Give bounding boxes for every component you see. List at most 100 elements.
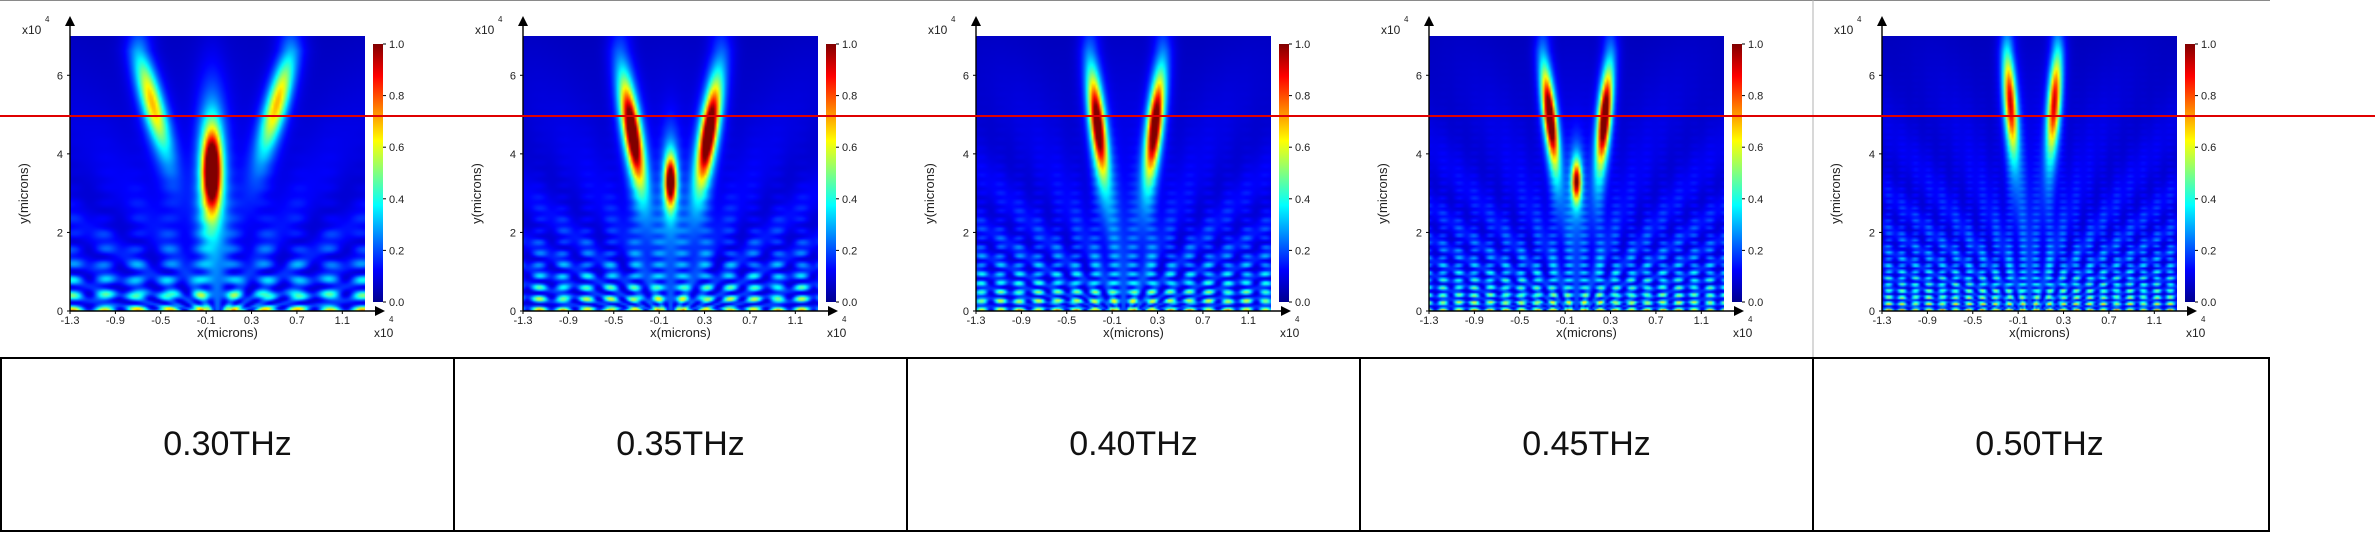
heatmap-image (1882, 36, 2177, 311)
heatmap-svg: -1.3 -0.9 -0.5 -0.1 0.3 0.7 1.1 0 2 4 6 x(microns) y… (469, 15, 857, 340)
colorbar-tick-label: 1.0 (1748, 39, 1763, 51)
frequency-caption: 0.35THz (616, 425, 745, 463)
heatmap-panel: -1.3 -0.9 -0.5 -0.1 0.3 0.7 1.1 0 2 4 6 x(microns) y… (453, 0, 906, 357)
x-tick-label: 0.7 (742, 315, 757, 327)
x-tick-label: -1.3 (967, 315, 986, 327)
top-border (0, 0, 2270, 1)
x-tick-label: -0.1 (2009, 315, 2028, 327)
colorbar (2185, 44, 2195, 302)
y-tick-label: 2 (510, 227, 516, 239)
colorbar-tick-label: 0.8 (389, 91, 404, 103)
caption-cell: 0.50THz (1812, 359, 2265, 530)
y-tick-label: 4 (510, 149, 516, 161)
y-tick-label: 4 (1869, 149, 1875, 161)
frequency-caption: 0.45THz (1522, 425, 1651, 463)
y-exponent-label: x10 (22, 23, 42, 37)
y-exponent-power: 4 (45, 15, 50, 24)
x-tick-label: -0.1 (1556, 315, 1575, 327)
y-axis-arrow (971, 16, 981, 26)
x-axis-label: x(microns) (197, 325, 258, 340)
x-tick-label: -1.3 (1873, 315, 1892, 327)
y-tick-label: 6 (1416, 70, 1422, 82)
y-axis-label: y(microns) (1828, 163, 1843, 224)
x-tick-label: -0.9 (1012, 315, 1031, 327)
x-tick-label: 1.1 (2147, 315, 2162, 327)
x-axis-arrow (2187, 306, 2197, 316)
x-tick-label: -1.3 (1420, 315, 1439, 327)
heatmap-image (523, 36, 818, 311)
y-tick-label: 0 (1869, 306, 1875, 318)
y-axis-arrow (65, 16, 75, 26)
y-tick-label: 2 (1416, 227, 1422, 239)
x-tick-label: 0.7 (2101, 315, 2116, 327)
x-exponent-power: 4 (842, 315, 847, 324)
x-tick-label: 0.3 (1150, 315, 1165, 327)
colorbar (1732, 44, 1742, 302)
heatmap-panel: -1.3 -0.9 -0.5 -0.1 0.3 0.7 1.1 0 2 4 6 x(microns) y… (1812, 0, 2265, 357)
y-axis-label: y(microns) (16, 163, 31, 224)
colorbar-tick-label: 0.0 (389, 297, 404, 309)
x-tick-label: 0.3 (1603, 315, 1618, 327)
colorbar-tick-label: 0.8 (2201, 91, 2216, 103)
colorbar-tick-label: 0.6 (1748, 142, 1763, 154)
colorbar-tick-label: 0.2 (389, 245, 404, 257)
y-exponent-label: x10 (1381, 23, 1401, 37)
y-exponent-power: 4 (951, 15, 956, 24)
y-exponent-power: 4 (498, 15, 503, 24)
heatmap-panel: -1.3 -0.9 -0.5 -0.1 0.3 0.7 1.1 0 2 4 6 x(microns) y… (0, 0, 453, 357)
x-tick-label: -0.1 (650, 315, 669, 327)
x-axis-arrow (1281, 306, 1291, 316)
x-exponent-label: x10 (827, 326, 847, 340)
colorbar-tick-label: 0.0 (1295, 297, 1310, 309)
y-tick-label: 0 (963, 306, 969, 318)
x-exponent-power: 4 (389, 315, 394, 324)
x-tick-label: -0.1 (1103, 315, 1122, 327)
caption-cell: 0.40THz (906, 359, 1359, 530)
y-tick-label: 6 (510, 70, 516, 82)
x-axis-label: x(microns) (650, 325, 711, 340)
y-tick-label: 4 (1416, 149, 1422, 161)
caption-row-right-border (2268, 357, 2270, 532)
y-tick-label: 2 (1869, 227, 1875, 239)
colorbar-tick-label: 0.4 (2201, 194, 2216, 206)
colorbar-tick-label: 1.0 (842, 39, 857, 51)
y-axis-arrow (1424, 16, 1434, 26)
x-tick-label: 1.1 (1694, 315, 1709, 327)
x-axis-label: x(microns) (1556, 325, 1617, 340)
heatmap-image (70, 36, 365, 311)
x-tick-label: 0.3 (244, 315, 259, 327)
x-tick-label: 1.1 (335, 315, 350, 327)
colorbar-tick-label: 0.8 (1748, 91, 1763, 103)
y-axis-arrow (1877, 16, 1887, 26)
colorbar (373, 44, 383, 302)
x-tick-label: -0.5 (1057, 315, 1076, 327)
x-tick-label: -0.5 (1963, 315, 1982, 327)
colorbar-tick-label: 0.2 (1748, 245, 1763, 257)
x-tick-label: 0.3 (697, 315, 712, 327)
colorbar-tick-label: 0.4 (842, 194, 857, 206)
y-axis-label: y(microns) (1375, 163, 1390, 224)
heatmap-svg: -1.3 -0.9 -0.5 -0.1 0.3 0.7 1.1 0 2 4 6 x(microns) y… (16, 15, 404, 340)
x-tick-label: 0.7 (289, 315, 304, 327)
colorbar-tick-label: 0.2 (1295, 245, 1310, 257)
x-tick-label: -1.3 (61, 315, 80, 327)
caption-cell: 0.30THz (0, 359, 453, 530)
x-tick-label: -0.1 (197, 315, 216, 327)
colorbar-tick-label: 0.8 (842, 91, 857, 103)
x-tick-label: -0.5 (1510, 315, 1529, 327)
colorbar-tick-label: 0.6 (1295, 142, 1310, 154)
x-tick-label: -1.3 (514, 315, 533, 327)
colorbar-tick-label: 0.4 (1748, 194, 1763, 206)
colorbar-tick-label: 1.0 (2201, 39, 2216, 51)
caption-cell: 0.35THz (453, 359, 906, 530)
frequency-caption: 0.40THz (1069, 425, 1198, 463)
y-tick-label: 6 (963, 70, 969, 82)
x-tick-label: -0.9 (106, 315, 125, 327)
y-exponent-power: 4 (1857, 15, 1862, 24)
y-exponent-power: 4 (1404, 15, 1409, 24)
y-exponent-label: x10 (475, 23, 495, 37)
frequency-caption: 0.50THz (1975, 425, 2104, 463)
colorbar (826, 44, 836, 302)
y-exponent-label: x10 (1834, 23, 1854, 37)
x-exponent-label: x10 (2186, 326, 2206, 340)
